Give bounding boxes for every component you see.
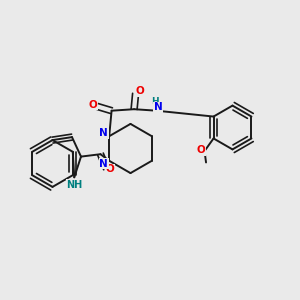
Text: O: O — [135, 86, 144, 97]
Text: NH: NH — [66, 180, 82, 190]
Text: O: O — [88, 100, 98, 110]
Text: O: O — [196, 145, 205, 155]
Text: N: N — [99, 159, 108, 169]
Text: N: N — [154, 102, 163, 112]
Text: N: N — [99, 128, 108, 138]
Text: H: H — [151, 97, 159, 106]
Text: O: O — [106, 164, 115, 175]
